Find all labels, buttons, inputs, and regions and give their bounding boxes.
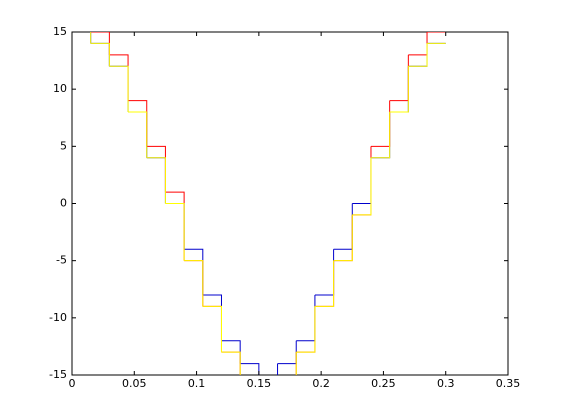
stair-step <box>389 66 409 113</box>
x-tick-label: 0.05 <box>122 377 147 390</box>
stair-step <box>72 9 91 32</box>
x-tick-label: 0.3 <box>437 377 455 390</box>
stair-step <box>90 32 92 44</box>
y-tick-label: -10 <box>49 311 67 324</box>
stair-step <box>370 112 391 159</box>
stair-step <box>202 305 222 353</box>
stair-step <box>165 203 185 261</box>
stair-step <box>314 260 335 307</box>
x-tick-label: 0.2 <box>312 377 330 390</box>
stair-step <box>295 352 297 375</box>
x-tick-label: 0 <box>69 377 76 390</box>
x-tick-label: 0.15 <box>247 377 272 390</box>
plot-area <box>71 31 509 376</box>
stair-step <box>352 157 372 216</box>
y-tick-label: -5 <box>56 254 67 267</box>
x-tick-label: 0.1 <box>188 377 206 390</box>
plot-lines <box>72 9 446 375</box>
y-tick-label: -15 <box>49 368 67 381</box>
stair-step <box>221 351 241 375</box>
axes: 0 0.05 0.1 0.15 0.2 0.25 0.3 0.35 -15 -10 -5 0 5 10 15 <box>49 25 520 390</box>
y-tick-label: 15 <box>53 25 67 38</box>
stair-step <box>296 306 316 353</box>
stair-step <box>333 214 353 262</box>
stair-step <box>128 111 148 158</box>
stair-step <box>109 65 129 113</box>
stair-step <box>408 43 428 67</box>
stair-step <box>184 260 204 307</box>
x-tick-label: 0.25 <box>371 377 396 390</box>
y-tick-label: 5 <box>60 139 67 152</box>
y-tick-label: 0 <box>60 197 67 210</box>
stair-step <box>90 42 110 67</box>
stair-step <box>277 363 279 375</box>
stair-step <box>240 363 260 375</box>
stair-step <box>146 157 166 204</box>
x-tick-label: 0.35 <box>496 377 521 390</box>
y-tick-label: 10 <box>53 82 67 95</box>
